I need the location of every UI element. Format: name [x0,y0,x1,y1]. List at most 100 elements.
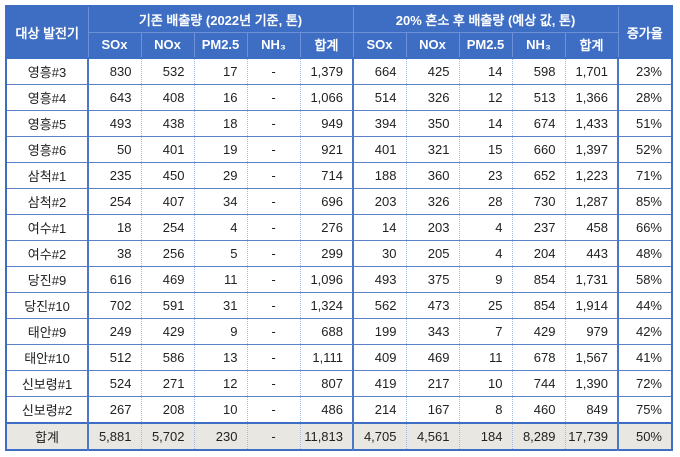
existing-value-cell: 16 [193,84,247,111]
table-row: 태안#9 249 429 9-688 199 343 7 429 979 42% [6,318,672,345]
table-row: 영흥#3 830 532 17-1,379 664 425 14 598 1,701 23% [6,57,672,85]
after-value-cell: 214 [352,396,406,423]
after-value-cell: 473 [405,292,459,319]
existing-value-cell: 18 [87,214,141,241]
existing-value-cell: 299 [299,240,353,267]
existing-value-cell: 807 [299,370,353,397]
existing-value-cell: 29 [193,162,247,189]
after-value-cell: 409 [352,344,406,371]
subheader-sox-existing: SOx [87,31,142,59]
existing-value-cell: 696 [299,188,353,215]
existing-value-cell: - [246,370,300,397]
after-value-cell: 4,561 [405,422,459,450]
after-value-cell: 350 [405,110,459,137]
generator-label: 영흥#3 [6,57,88,85]
increase-rate-cell: 48% [617,240,672,267]
increase-rate-cell: 28% [617,84,672,111]
generator-label: 영흥#6 [6,136,88,163]
after-value-cell: 849 [564,396,619,423]
existing-value-cell: - [246,318,300,345]
existing-value-cell: - [246,162,300,189]
table-row: 당진#9 616 469 11-1,096 493 375 9 854 1,731 58% [6,266,672,293]
existing-value-cell: 591 [140,292,194,319]
after-value-cell: 493 [352,266,406,293]
after-value-cell: 7 [458,318,512,345]
existing-value-cell: 586 [140,344,194,371]
after-value-cell: 1,366 [564,84,619,111]
subheader-total-existing: 합계 [299,31,354,59]
increase-rate-cell: 71% [617,162,672,189]
generator-label: 여수#1 [6,214,88,241]
after-value-cell: 1,914 [564,292,619,319]
header-group-after-cofiring: 20% 혼소 후 배출량 (예상 값, 톤) [352,5,619,33]
existing-value-cell: 493 [87,110,141,137]
generator-label: 당진#10 [6,292,88,319]
generator-label: 영흥#5 [6,110,88,137]
after-value-cell: 854 [511,266,565,293]
existing-value-cell: 688 [299,318,353,345]
after-value-cell: 14 [458,110,512,137]
after-value-cell: 1,433 [564,110,619,137]
existing-value-cell: 11,813 [299,422,353,450]
after-value-cell: 375 [405,266,459,293]
existing-value-cell: - [246,240,300,267]
existing-value-cell: - [246,396,300,423]
table-row: 삼척#2 254 407 34-696 203 326 28 730 1,287 85% [6,188,672,215]
table-row: 당진#10 702 591 31-1,324 562 473 25 854 1,914 44% [6,292,672,319]
after-value-cell: 203 [405,214,459,241]
increase-rate-cell: 50% [617,422,672,450]
table-row: 여수#2 38 256 5-299 30 205 4 204 443 48% [6,240,672,267]
after-value-cell: 343 [405,318,459,345]
existing-value-cell: 38 [87,240,141,267]
table-header: 대상 발전기 기존 배출량 (2022년 기준, 톤) 20% 혼소 후 배출량… [5,5,673,59]
existing-value-cell: 921 [299,136,353,163]
existing-value-cell: 1,066 [299,84,353,111]
existing-value-cell: - [246,292,300,319]
after-value-cell: 203 [352,188,406,215]
after-value-cell: 326 [405,188,459,215]
existing-value-cell: 512 [87,344,141,371]
existing-value-cell: 34 [193,188,247,215]
existing-value-cell: 4 [193,214,247,241]
after-value-cell: 854 [511,292,565,319]
after-value-cell: 11 [458,344,512,371]
existing-value-cell: 230 [193,422,247,450]
existing-value-cell: 714 [299,162,353,189]
existing-value-cell: 12 [193,370,247,397]
after-value-cell: 8,289 [511,422,565,450]
after-value-cell: 28 [458,188,512,215]
after-value-cell: 514 [352,84,406,111]
existing-value-cell: 1,096 [299,266,353,293]
existing-value-cell: 5,881 [87,422,141,450]
existing-value-cell: 10 [193,396,247,423]
after-value-cell: 460 [511,396,565,423]
increase-rate-cell: 52% [617,136,672,163]
generator-label: 신보령#2 [6,396,88,423]
existing-value-cell: 254 [140,214,194,241]
after-value-cell: 1,223 [564,162,619,189]
emissions-comparison-table: 대상 발전기 기존 배출량 (2022년 기준, 톤) 20% 혼소 후 배출량… [5,5,673,451]
generator-label: 태안#9 [6,318,88,345]
generator-label: 삼척#1 [6,162,88,189]
after-value-cell: 205 [405,240,459,267]
after-value-cell: 15 [458,136,512,163]
increase-rate-cell: 85% [617,188,672,215]
after-value-cell: 744 [511,370,565,397]
existing-value-cell: 9 [193,318,247,345]
table-row: 여수#1 18 254 4-276 14 203 4 237 458 66% [6,214,672,241]
subheader-pm25-after: PM2.5 [458,31,513,59]
existing-value-cell: 469 [140,266,194,293]
existing-value-cell: 532 [140,57,194,85]
existing-value-cell: 11 [193,266,247,293]
after-value-cell: 401 [352,136,406,163]
increase-rate-cell: 58% [617,266,672,293]
increase-rate-cell: 42% [617,318,672,345]
after-value-cell: 23 [458,162,512,189]
after-value-cell: 184 [458,422,512,450]
existing-value-cell: 267 [87,396,141,423]
existing-value-cell: 429 [140,318,194,345]
table-row: 신보령#2 267 208 10-486 214 167 8 460 849 75% [6,396,672,423]
existing-value-cell: - [246,344,300,371]
after-value-cell: 429 [511,318,565,345]
after-value-cell: 664 [352,57,406,85]
